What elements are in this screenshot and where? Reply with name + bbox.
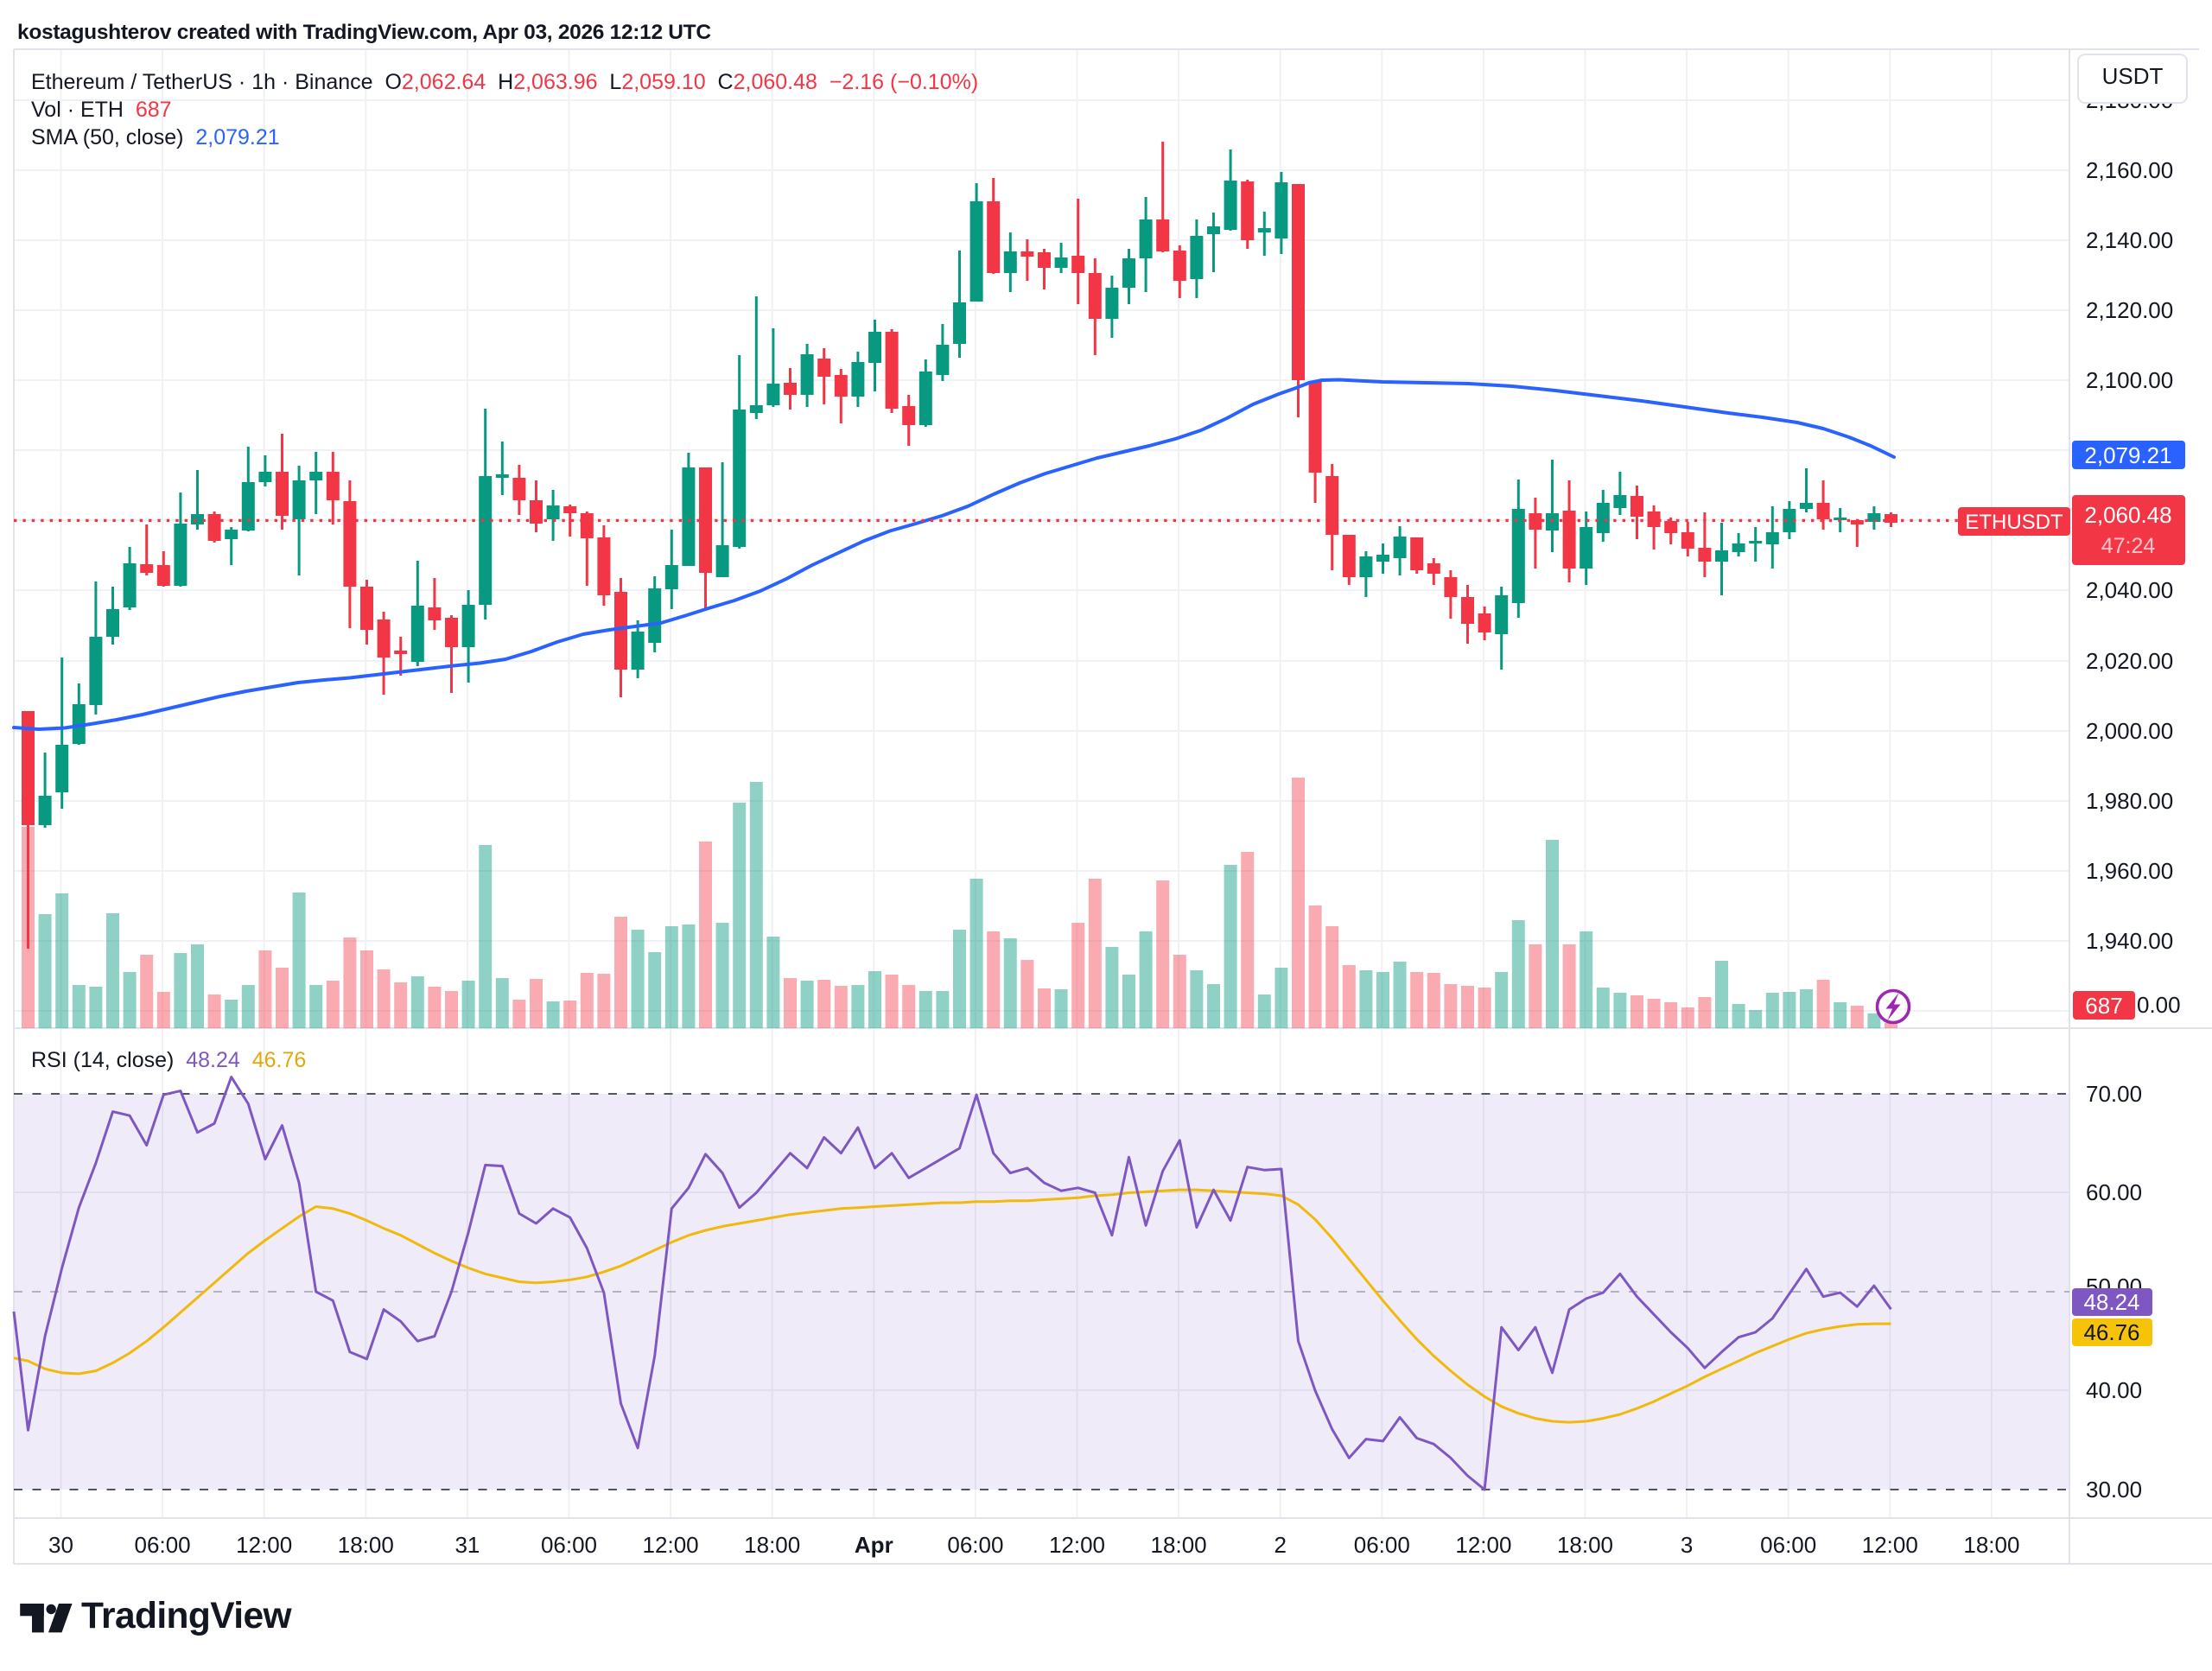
svg-text:2,100.00: 2,100.00: [2086, 367, 2173, 393]
svg-text:2,040.00: 2,040.00: [2086, 577, 2173, 603]
svg-text:0.00: 0.00: [2137, 992, 2181, 1018]
svg-text:30.00: 30.00: [2086, 1477, 2142, 1503]
svg-text:USDT: USDT: [2102, 63, 2164, 89]
svg-text:47:24: 47:24: [2101, 534, 2156, 558]
svg-text:2,060.48: 2,060.48: [2084, 502, 2171, 528]
svg-text:18:00: 18:00: [1963, 1532, 2019, 1558]
svg-text:1,940.00: 1,940.00: [2086, 928, 2173, 954]
svg-text:2,140.00: 2,140.00: [2086, 227, 2173, 253]
svg-text:RSI (14, close) 48.24 46.76: RSI (14, close) 48.24 46.76: [31, 1048, 306, 1072]
svg-text:SMA (50, close) 2,079.21: SMA (50, close) 2,079.21: [31, 125, 280, 149]
svg-text:31: 31: [454, 1532, 480, 1558]
svg-text:12:00: 12:00: [643, 1532, 699, 1558]
svg-text:12:00: 12:00: [1455, 1532, 1511, 1558]
svg-text:70.00: 70.00: [2086, 1081, 2142, 1107]
svg-text:1,980.00: 1,980.00: [2086, 788, 2173, 814]
svg-text:TradingView: TradingView: [81, 1596, 293, 1636]
svg-text:2: 2: [1274, 1532, 1286, 1558]
svg-text:kostagushterov created with Tr: kostagushterov created with TradingView.…: [17, 21, 711, 44]
svg-text:18:00: 18:00: [744, 1532, 800, 1558]
svg-text:687: 687: [2085, 993, 2122, 1019]
svg-text:2,020.00: 2,020.00: [2086, 648, 2173, 674]
svg-text:18:00: 18:00: [338, 1532, 394, 1558]
svg-text:30: 30: [48, 1532, 73, 1558]
svg-text:18:00: 18:00: [1151, 1532, 1207, 1558]
svg-text:Ethereum / TetherUS · 1h · Bin: Ethereum / TetherUS · 1h · Binance O2,06…: [31, 70, 978, 94]
svg-text:ETHUSDT: ETHUSDT: [1965, 511, 2063, 534]
svg-text:06:00: 06:00: [947, 1532, 1003, 1558]
svg-text:2,079.21: 2,079.21: [2084, 442, 2171, 468]
svg-text:2,160.00: 2,160.00: [2086, 157, 2173, 183]
svg-text:12:00: 12:00: [1049, 1532, 1105, 1558]
svg-text:12:00: 12:00: [236, 1532, 292, 1558]
svg-text:2,120.00: 2,120.00: [2086, 297, 2173, 323]
svg-text:2,000.00: 2,000.00: [2086, 718, 2173, 744]
svg-text:18:00: 18:00: [1557, 1532, 1613, 1558]
svg-text:06:00: 06:00: [135, 1532, 191, 1558]
svg-text:48.24: 48.24: [2083, 1289, 2139, 1315]
svg-text:3: 3: [1681, 1532, 1693, 1558]
svg-text:12:00: 12:00: [1862, 1532, 1918, 1558]
svg-text:60.00: 60.00: [2086, 1179, 2142, 1205]
svg-text:06:00: 06:00: [1760, 1532, 1816, 1558]
svg-text:Vol · ETH 687: Vol · ETH 687: [31, 98, 172, 122]
svg-text:1,960.00: 1,960.00: [2086, 858, 2173, 884]
svg-text:46.76: 46.76: [2083, 1319, 2139, 1345]
svg-text:Apr: Apr: [855, 1532, 893, 1558]
svg-text:40.00: 40.00: [2086, 1377, 2142, 1403]
svg-text:06:00: 06:00: [541, 1532, 597, 1558]
svg-text:06:00: 06:00: [1354, 1532, 1410, 1558]
